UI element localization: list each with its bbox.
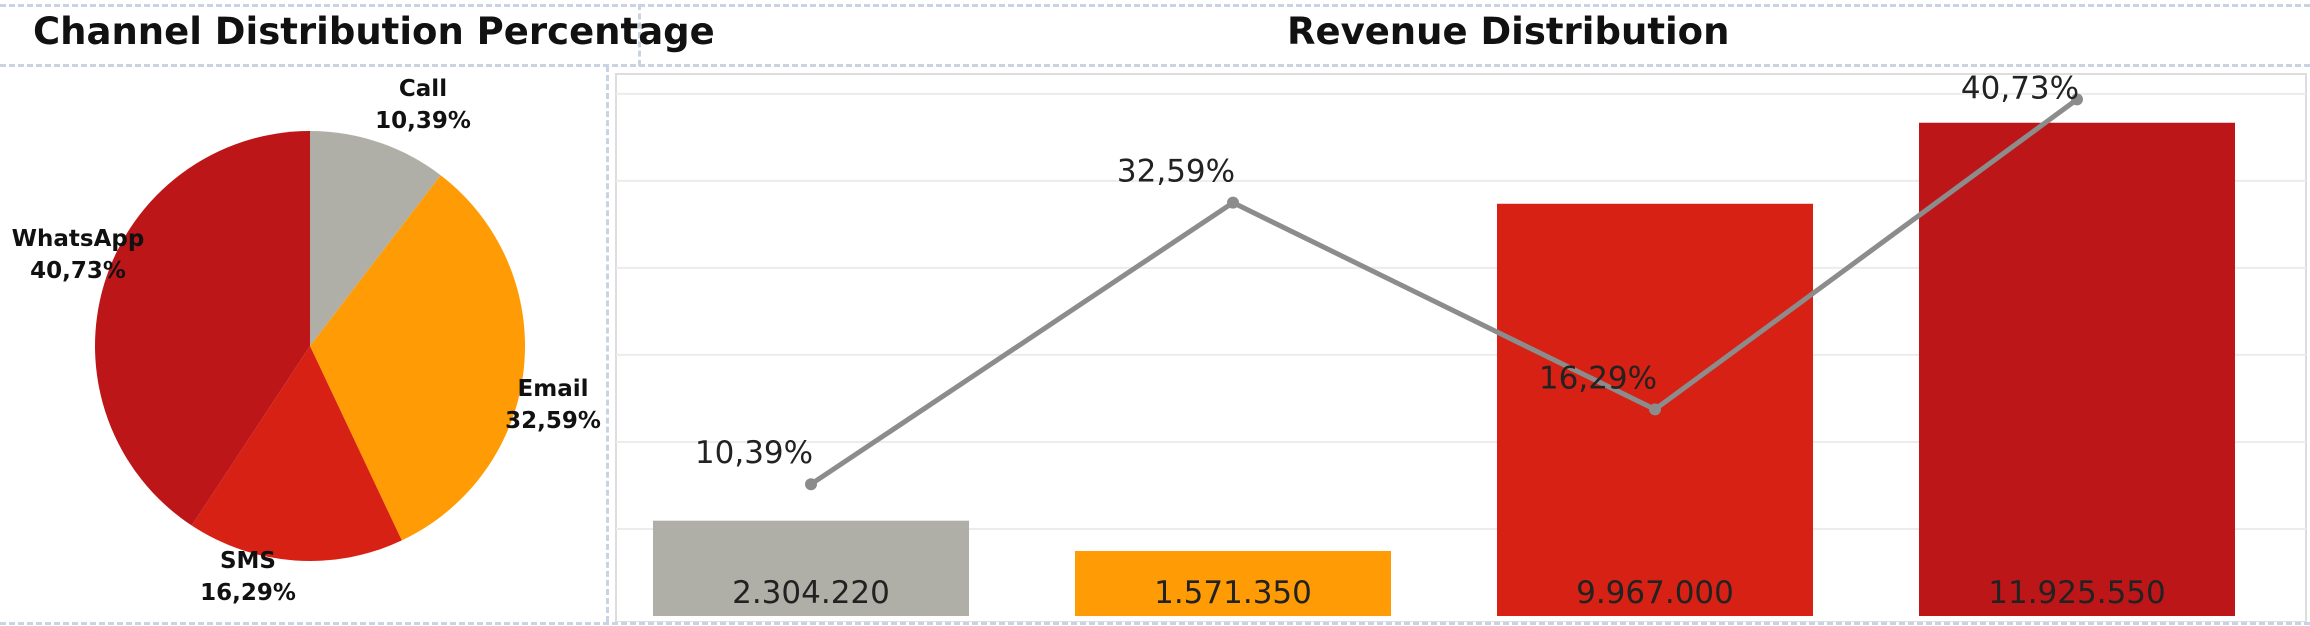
- trend-point: [1227, 196, 1239, 209]
- pie-label-sms: SMS: [220, 548, 276, 574]
- bar-value-label: 9.967.000: [1576, 575, 1734, 611]
- revenue-combo-chart: 2.304.220 1.571.350 9.967.000 11.925.550 10,…: [615, 70, 2307, 622]
- trend-percent-label: 40,73%: [1961, 70, 2079, 106]
- title-divider: [0, 64, 2310, 67]
- trend-point: [805, 478, 817, 491]
- plot-frame: [615, 73, 2307, 622]
- bar-value-label: 11.925.550: [1988, 575, 2166, 611]
- trend-point: [2071, 93, 2083, 106]
- trend-percent-label: 10,39%: [695, 435, 813, 471]
- revenue-bar-whatsapp: [1919, 122, 2235, 616]
- bar-value-label: 2.304.220: [732, 575, 890, 611]
- panel-separator: [606, 66, 609, 622]
- pie-slice-whatsapp: [95, 131, 310, 526]
- bar-chart-title: Revenue Distribution: [1287, 10, 1730, 53]
- trend-percent-label: 16,29%: [1539, 360, 1657, 396]
- pie-percent-email: 32,59%: [505, 408, 601, 434]
- pie-label-email: Email: [518, 376, 589, 402]
- pie-percent-sms: 16,29%: [200, 580, 296, 606]
- percent-trend-line: [809, 97, 2079, 487]
- top-divider: [0, 4, 2310, 7]
- pie-percent-call: 10,39%: [375, 108, 471, 134]
- revenue-bar-email: [1075, 551, 1391, 616]
- pie-label-call: Call: [399, 76, 447, 102]
- bar-value-label: 1.571.350: [1154, 575, 1312, 611]
- pie-slice-call: [310, 131, 441, 346]
- trend-percent-label: 32,59%: [1117, 154, 1235, 190]
- pie-chart-title: Channel Distribution Percentage: [33, 10, 715, 53]
- pie-label-whatsapp: WhatsApp: [12, 226, 145, 252]
- title-separator: [638, 4, 641, 66]
- revenue-bar-call: [653, 520, 969, 616]
- pie-percent-whatsapp: 40,73%: [30, 258, 126, 284]
- channel-pie-chart: Call 10,39% Email 32,59% SMS 16,29% WhatsApp 40…: [12, 76, 601, 606]
- trend-point: [1649, 403, 1661, 416]
- pie-slice-email: [310, 175, 525, 541]
- bottom-divider: [0, 622, 2310, 625]
- pie-slice-sms: [191, 346, 402, 561]
